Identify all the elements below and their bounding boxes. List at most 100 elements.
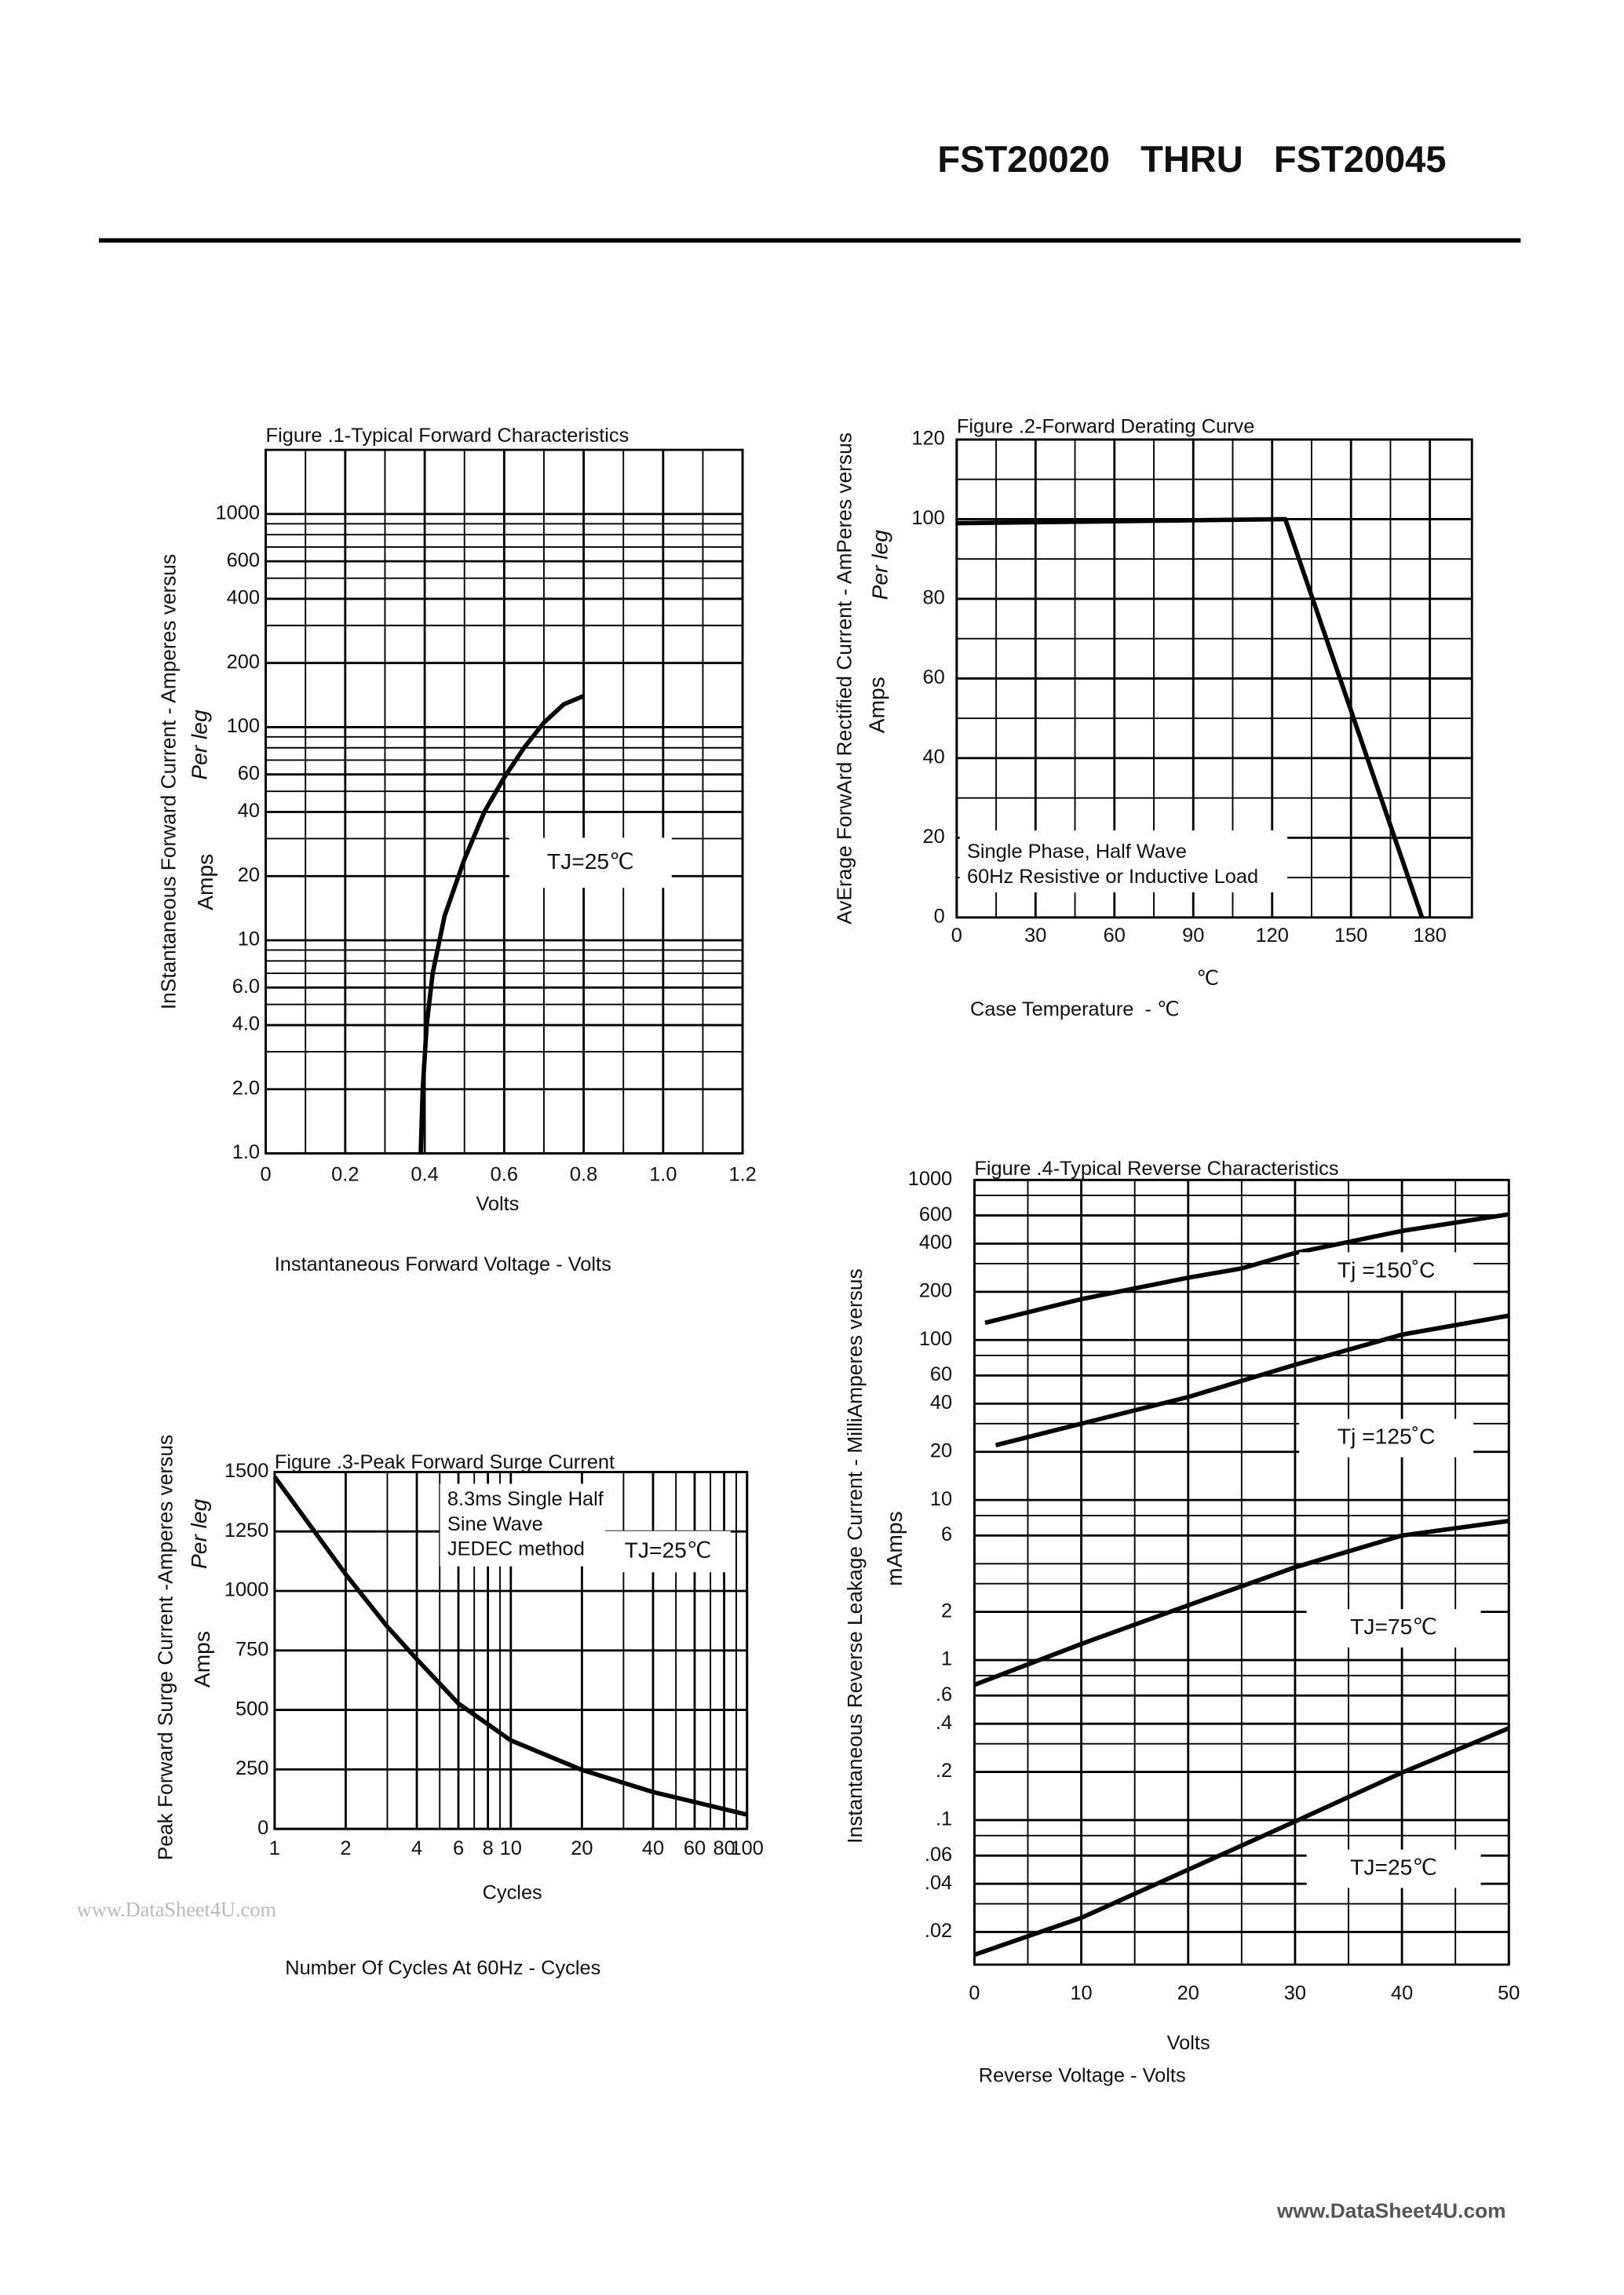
data-line [956, 516, 1425, 918]
y-tick-label: 20 [238, 864, 260, 886]
x-tick-label: 0.4 [411, 1163, 438, 1185]
x-axis-label: Instantaneous Forward Voltage - Volts [275, 1253, 611, 1275]
y-tick-label: 60 [930, 1363, 952, 1385]
y-tick-label: 500 [235, 1698, 268, 1720]
x-tick-label: 10 [1070, 1982, 1092, 2004]
y-tick-label: 250 [235, 1757, 268, 1779]
x-tick-label: 50 [1498, 1982, 1520, 2004]
y-tick-label: 1500 [224, 1460, 268, 1482]
x-tick-label: 80 [713, 1837, 735, 1859]
x-axis-label: Case Temperature - ℃ [970, 998, 1179, 1020]
y-axis-unit: Amps [189, 1631, 214, 1688]
series-label-box [1299, 1252, 1474, 1291]
x-tick-label: 6 [453, 1837, 464, 1859]
annotation: TJ=25℃ [625, 1537, 712, 1562]
x-tick-label: 150 [1334, 925, 1367, 947]
y-tick-label: 10 [930, 1488, 952, 1510]
y-tick-label: .06 [925, 1844, 952, 1866]
x-tick-label: 40 [642, 1837, 664, 1859]
x-tick-label: 0.6 [491, 1163, 518, 1185]
y-axis-label: Instantaneous Reverse Leakage Current - … [843, 1268, 867, 1843]
x-tick-label: 0.2 [331, 1163, 359, 1185]
annotation-box [509, 837, 672, 888]
footer: www.DataSheet4U.com [1276, 2199, 1506, 2223]
x-tick-label: 1.2 [728, 1163, 756, 1185]
y-tick-label: 6.0 [232, 976, 260, 998]
y-tick-label: .2 [936, 1760, 952, 1782]
y-tick-label: 1.0 [232, 1141, 260, 1163]
series-label: TJ=25℃ [1350, 1854, 1437, 1879]
y-tick-label: 200 [919, 1280, 952, 1302]
y-tick-label: 1250 [224, 1520, 268, 1542]
series-label-box [1306, 1849, 1481, 1888]
y-tick-label: 40 [930, 1392, 952, 1414]
y-axis-label: Peak Forward Surge Current -Amperes vers… [153, 1435, 177, 1860]
y-tick-label: 60 [923, 666, 945, 688]
y-tick-label: 60 [238, 762, 260, 784]
x-tick-label: 90 [1182, 925, 1204, 947]
x-tick-label: 40 [1391, 1982, 1413, 2004]
y-tick-label: 2.0 [232, 1077, 260, 1099]
y-tick-label: .6 [936, 1684, 952, 1706]
note-text: JEDEC method [447, 1538, 585, 1560]
x-tick-label: 20 [571, 1837, 593, 1859]
y-tick-label: 10 [238, 929, 260, 950]
y-tick-label: 4.0 [232, 1013, 260, 1035]
y-axis-label: InStantaneous Forward Current - Amperes … [156, 554, 180, 1009]
data-line [272, 1475, 748, 1817]
x-tick-label: 30 [1024, 925, 1046, 947]
y-tick-label: 600 [919, 1203, 952, 1225]
data-line [973, 1518, 1509, 1688]
y-tick-label: 6 [941, 1523, 952, 1545]
y-axis-unit: mAmps [881, 1511, 907, 1586]
y-tick-label: 100 [911, 507, 944, 529]
y-tick-label: 1000 [224, 1579, 268, 1601]
y-tick-label: 2 [941, 1600, 952, 1622]
y-tick-label: 1000 [216, 502, 260, 524]
data-line [994, 1313, 1509, 1448]
y-tick-label: 750 [235, 1639, 268, 1661]
x-tick-label: 1.0 [649, 1163, 677, 1185]
series-label: Tj =150˚C [1338, 1257, 1436, 1282]
note-text: Single Phase, Half Wave [967, 841, 1187, 863]
y-tick-label: .04 [925, 1872, 952, 1894]
x-tick-label: 1 [269, 1837, 280, 1859]
x-tick-label: 0 [951, 925, 962, 947]
x-tick-label: 30 [1284, 1982, 1306, 2004]
x-axis-unit: Cycles [483, 1882, 542, 1904]
y-tick-label: 0 [257, 1817, 268, 1839]
note-box [959, 830, 1288, 892]
y-tick-label: 20 [930, 1439, 952, 1461]
y-tick-label: .1 [936, 1808, 952, 1830]
y-axis-unit: Amps [864, 677, 889, 733]
watermark: www.DataSheet4U.com [77, 1898, 277, 1921]
y-tick-label: 400 [919, 1231, 952, 1253]
note-text: 60Hz Resistive or Inductive Load [967, 866, 1258, 888]
x-tick-label: 0 [260, 1163, 271, 1185]
x-tick-label: 4 [411, 1837, 422, 1859]
x-tick-label: 0 [969, 1982, 980, 2004]
y-tick-label: 100 [919, 1328, 952, 1350]
annotation: TJ=25℃ [547, 848, 634, 874]
note-box [440, 1483, 606, 1567]
x-tick-label: 180 [1413, 925, 1446, 947]
annotation-box [605, 1531, 732, 1573]
chart-title: Figure .3-Peak Forward Surge Current [275, 1451, 615, 1473]
y-tick-label: 1000 [908, 1168, 952, 1190]
x-tick-label: 8 [483, 1837, 494, 1859]
x-axis-unit: ℃ [1196, 967, 1219, 989]
data-line [973, 1726, 1510, 1957]
x-tick-label: 100 [731, 1837, 764, 1859]
y-tick-label: 40 [923, 746, 945, 768]
y-tick-label: .02 [925, 1920, 952, 1942]
note-text: Sine Wave [447, 1513, 543, 1535]
x-axis-unit: Volts [476, 1193, 519, 1215]
y-axis-unit: Amps [192, 854, 217, 910]
y-tick-label: .4 [936, 1712, 952, 1734]
note-text: 8.3ms Single Half [447, 1488, 604, 1510]
header-title: FST20020 THRU FST20045 [937, 138, 1446, 180]
y-tick-label: 200 [227, 651, 260, 673]
y-axis-note: Per leg [867, 530, 892, 600]
series-label-box [1299, 1418, 1474, 1458]
y-tick-label: 600 [227, 549, 260, 571]
